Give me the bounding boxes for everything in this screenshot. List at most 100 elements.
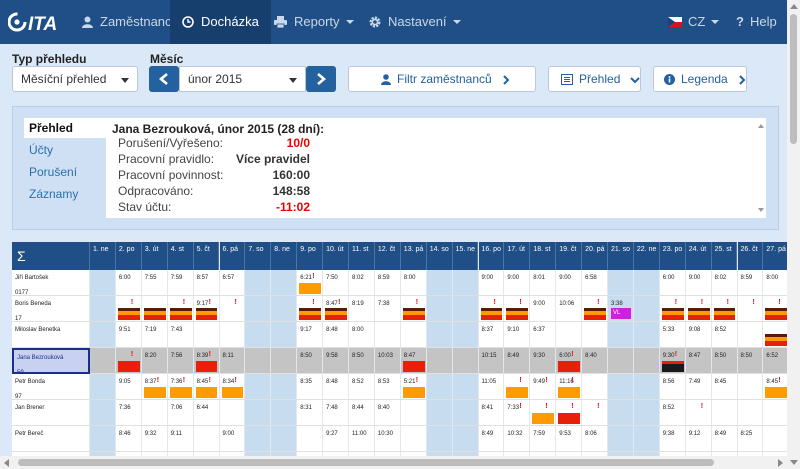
employee-name-cell[interactable]: Boris Beneda 17 xyxy=(12,296,90,322)
day-header[interactable]: 3. út xyxy=(141,242,168,270)
day-time[interactable]: 8:31 xyxy=(300,405,312,411)
day-time[interactable]: 9:38 xyxy=(662,431,675,437)
day-time[interactable]: 9:00 xyxy=(688,275,701,281)
tab-zaznamy[interactable]: Záznamy xyxy=(29,187,79,201)
day-time[interactable]: 8:00 xyxy=(403,275,416,281)
day-time[interactable]: 8:11 xyxy=(222,353,234,359)
day-time[interactable]: 8:44 xyxy=(352,405,364,411)
day-time[interactable]: 8:01 xyxy=(533,275,545,281)
day-time[interactable]: 9:27 xyxy=(326,431,338,437)
nav-dochazka[interactable]: Docházka xyxy=(170,0,271,44)
day-time[interactable]: 11:16 xyxy=(559,379,574,385)
employee-name-cell[interactable]: Miloslav Benetka xyxy=(12,322,90,348)
nav-reporty[interactable]: Reporty xyxy=(262,0,366,44)
day-time[interactable]: 8:35 xyxy=(300,379,312,385)
day-time[interactable]: 8:47 xyxy=(688,353,701,359)
day-time[interactable]: 6:00 xyxy=(559,353,571,359)
ita-logo[interactable]: ITA xyxy=(7,9,64,35)
day-time[interactable]: 8:52 xyxy=(662,405,675,411)
day-time[interactable]: 8:00 xyxy=(352,327,364,333)
day-time[interactable]: 8:45 xyxy=(766,379,779,385)
prev-month-button[interactable] xyxy=(149,66,179,92)
day-time[interactable]: 5:33 xyxy=(662,327,675,333)
day-time[interactable]: 9:08 xyxy=(688,327,701,333)
day-time[interactable]: 7:43 xyxy=(170,327,183,333)
page-vertical-scrollbar[interactable] xyxy=(787,0,800,469)
next-month-button[interactable] xyxy=(306,66,336,92)
day-header[interactable]: 13. pá xyxy=(400,242,427,270)
day-time[interactable]: 7:33 xyxy=(507,405,520,411)
day-time[interactable]: 10:32 xyxy=(507,431,523,437)
day-time[interactable]: 8:02 xyxy=(352,275,364,281)
day-time[interactable]: 10:03 xyxy=(377,353,393,359)
day-time[interactable]: 7:48 xyxy=(326,405,338,411)
day-time[interactable]: 8:49 xyxy=(481,431,494,437)
day-time[interactable]: 7:56 xyxy=(170,353,183,359)
day-header[interactable]: 21. so xyxy=(608,242,634,270)
day-header[interactable]: 4. st xyxy=(167,242,194,270)
day-time[interactable]: 9:30 xyxy=(533,353,545,359)
day-header[interactable]: 17. út xyxy=(504,242,531,270)
day-time[interactable]: 8:45 xyxy=(196,379,209,385)
day-time[interactable]: 10:06 xyxy=(559,301,575,307)
day-time[interactable]: 8:49 xyxy=(714,431,727,437)
day-time[interactable]: 7:38 xyxy=(377,301,390,307)
day-time[interactable]: 8:49 xyxy=(507,353,520,359)
day-header[interactable]: 24. út xyxy=(685,242,712,270)
day-time[interactable]: 8:53 xyxy=(377,379,390,385)
day-time[interactable]: 9:51 xyxy=(118,327,131,333)
day-time[interactable]: 5:21 xyxy=(403,379,416,385)
day-time[interactable]: 7:19 xyxy=(144,327,157,333)
day-time[interactable]: 8:45 xyxy=(714,379,727,385)
day-header[interactable]: 26. čt xyxy=(737,242,764,270)
sigma-header[interactable]: Σ xyxy=(12,242,90,270)
employee-name-cell[interactable]: Jana Bezrouková 59 xyxy=(12,348,90,376)
day-time[interactable]: 9:17 xyxy=(196,301,209,307)
day-time[interactable]: 7:49 xyxy=(688,379,701,385)
day-time[interactable]: 6:21 xyxy=(300,275,312,281)
day-time[interactable]: 9:00 xyxy=(559,275,571,281)
day-time[interactable]: 8:48 xyxy=(326,379,338,385)
nav-nastaveni[interactable]: Nastavení xyxy=(357,0,473,44)
overview-button[interactable]: Přehled xyxy=(548,66,641,92)
day-time[interactable]: 8:00 xyxy=(766,275,779,281)
day-time[interactable]: 7:59 xyxy=(170,275,183,281)
day-time[interactable]: 8:41 xyxy=(481,405,494,411)
day-time[interactable]: 9:30 xyxy=(662,353,675,359)
day-time[interactable]: 6:37 xyxy=(533,327,545,333)
day-time[interactable]: 7:06 xyxy=(170,405,183,411)
type-select[interactable]: Měsíční přehled xyxy=(12,66,138,92)
day-time[interactable]: 8:37 xyxy=(144,379,157,385)
day-header[interactable]: 8. ne xyxy=(271,242,298,270)
day-time[interactable]: 7:50 xyxy=(326,275,338,281)
day-header[interactable]: 22. ne xyxy=(633,242,660,270)
employee-name-cell[interactable]: Jiří Bartošek 0177 xyxy=(12,270,90,296)
day-time[interactable]: 8:47 xyxy=(326,301,338,307)
tab-ucty[interactable]: Účty xyxy=(29,143,53,157)
tab-prehled[interactable]: Přehled xyxy=(24,118,106,138)
day-time[interactable]: 9:05 xyxy=(118,379,131,385)
day-time[interactable]: 8:50 xyxy=(714,353,727,359)
day-time[interactable]: 8:57 xyxy=(196,275,209,281)
day-time[interactable]: 9:00 xyxy=(533,301,545,307)
day-header[interactable]: 10. út xyxy=(323,242,349,270)
day-time[interactable]: 8:48 xyxy=(326,327,338,333)
day-time[interactable]: 8:19 xyxy=(352,301,364,307)
day-time[interactable]: 8:25 xyxy=(740,431,753,437)
day-header[interactable]: 12. čt xyxy=(374,242,401,270)
day-header[interactable]: 15. ne xyxy=(452,242,479,270)
day-time[interactable]: 8:39 xyxy=(196,353,209,359)
day-time[interactable]: 8:59 xyxy=(740,275,753,281)
day-time[interactable]: 9:49 xyxy=(533,379,545,385)
day-time[interactable]: 9:00 xyxy=(507,275,520,281)
day-time[interactable]: 8:50 xyxy=(740,353,753,359)
day-header[interactable]: 6. pá xyxy=(219,242,246,270)
day-time[interactable]: 9:12 xyxy=(688,431,701,437)
day-time[interactable]: 9:17 xyxy=(300,327,312,333)
day-time[interactable]: 11:00 xyxy=(352,431,367,437)
day-header[interactable]: 27. pá xyxy=(763,242,787,270)
employee-name-cell[interactable]: Petr Bereč xyxy=(12,426,90,452)
day-header[interactable]: 11. st xyxy=(349,242,375,270)
day-time[interactable]: 10:15 xyxy=(481,353,497,359)
day-time[interactable]: 8:20 xyxy=(144,353,157,359)
